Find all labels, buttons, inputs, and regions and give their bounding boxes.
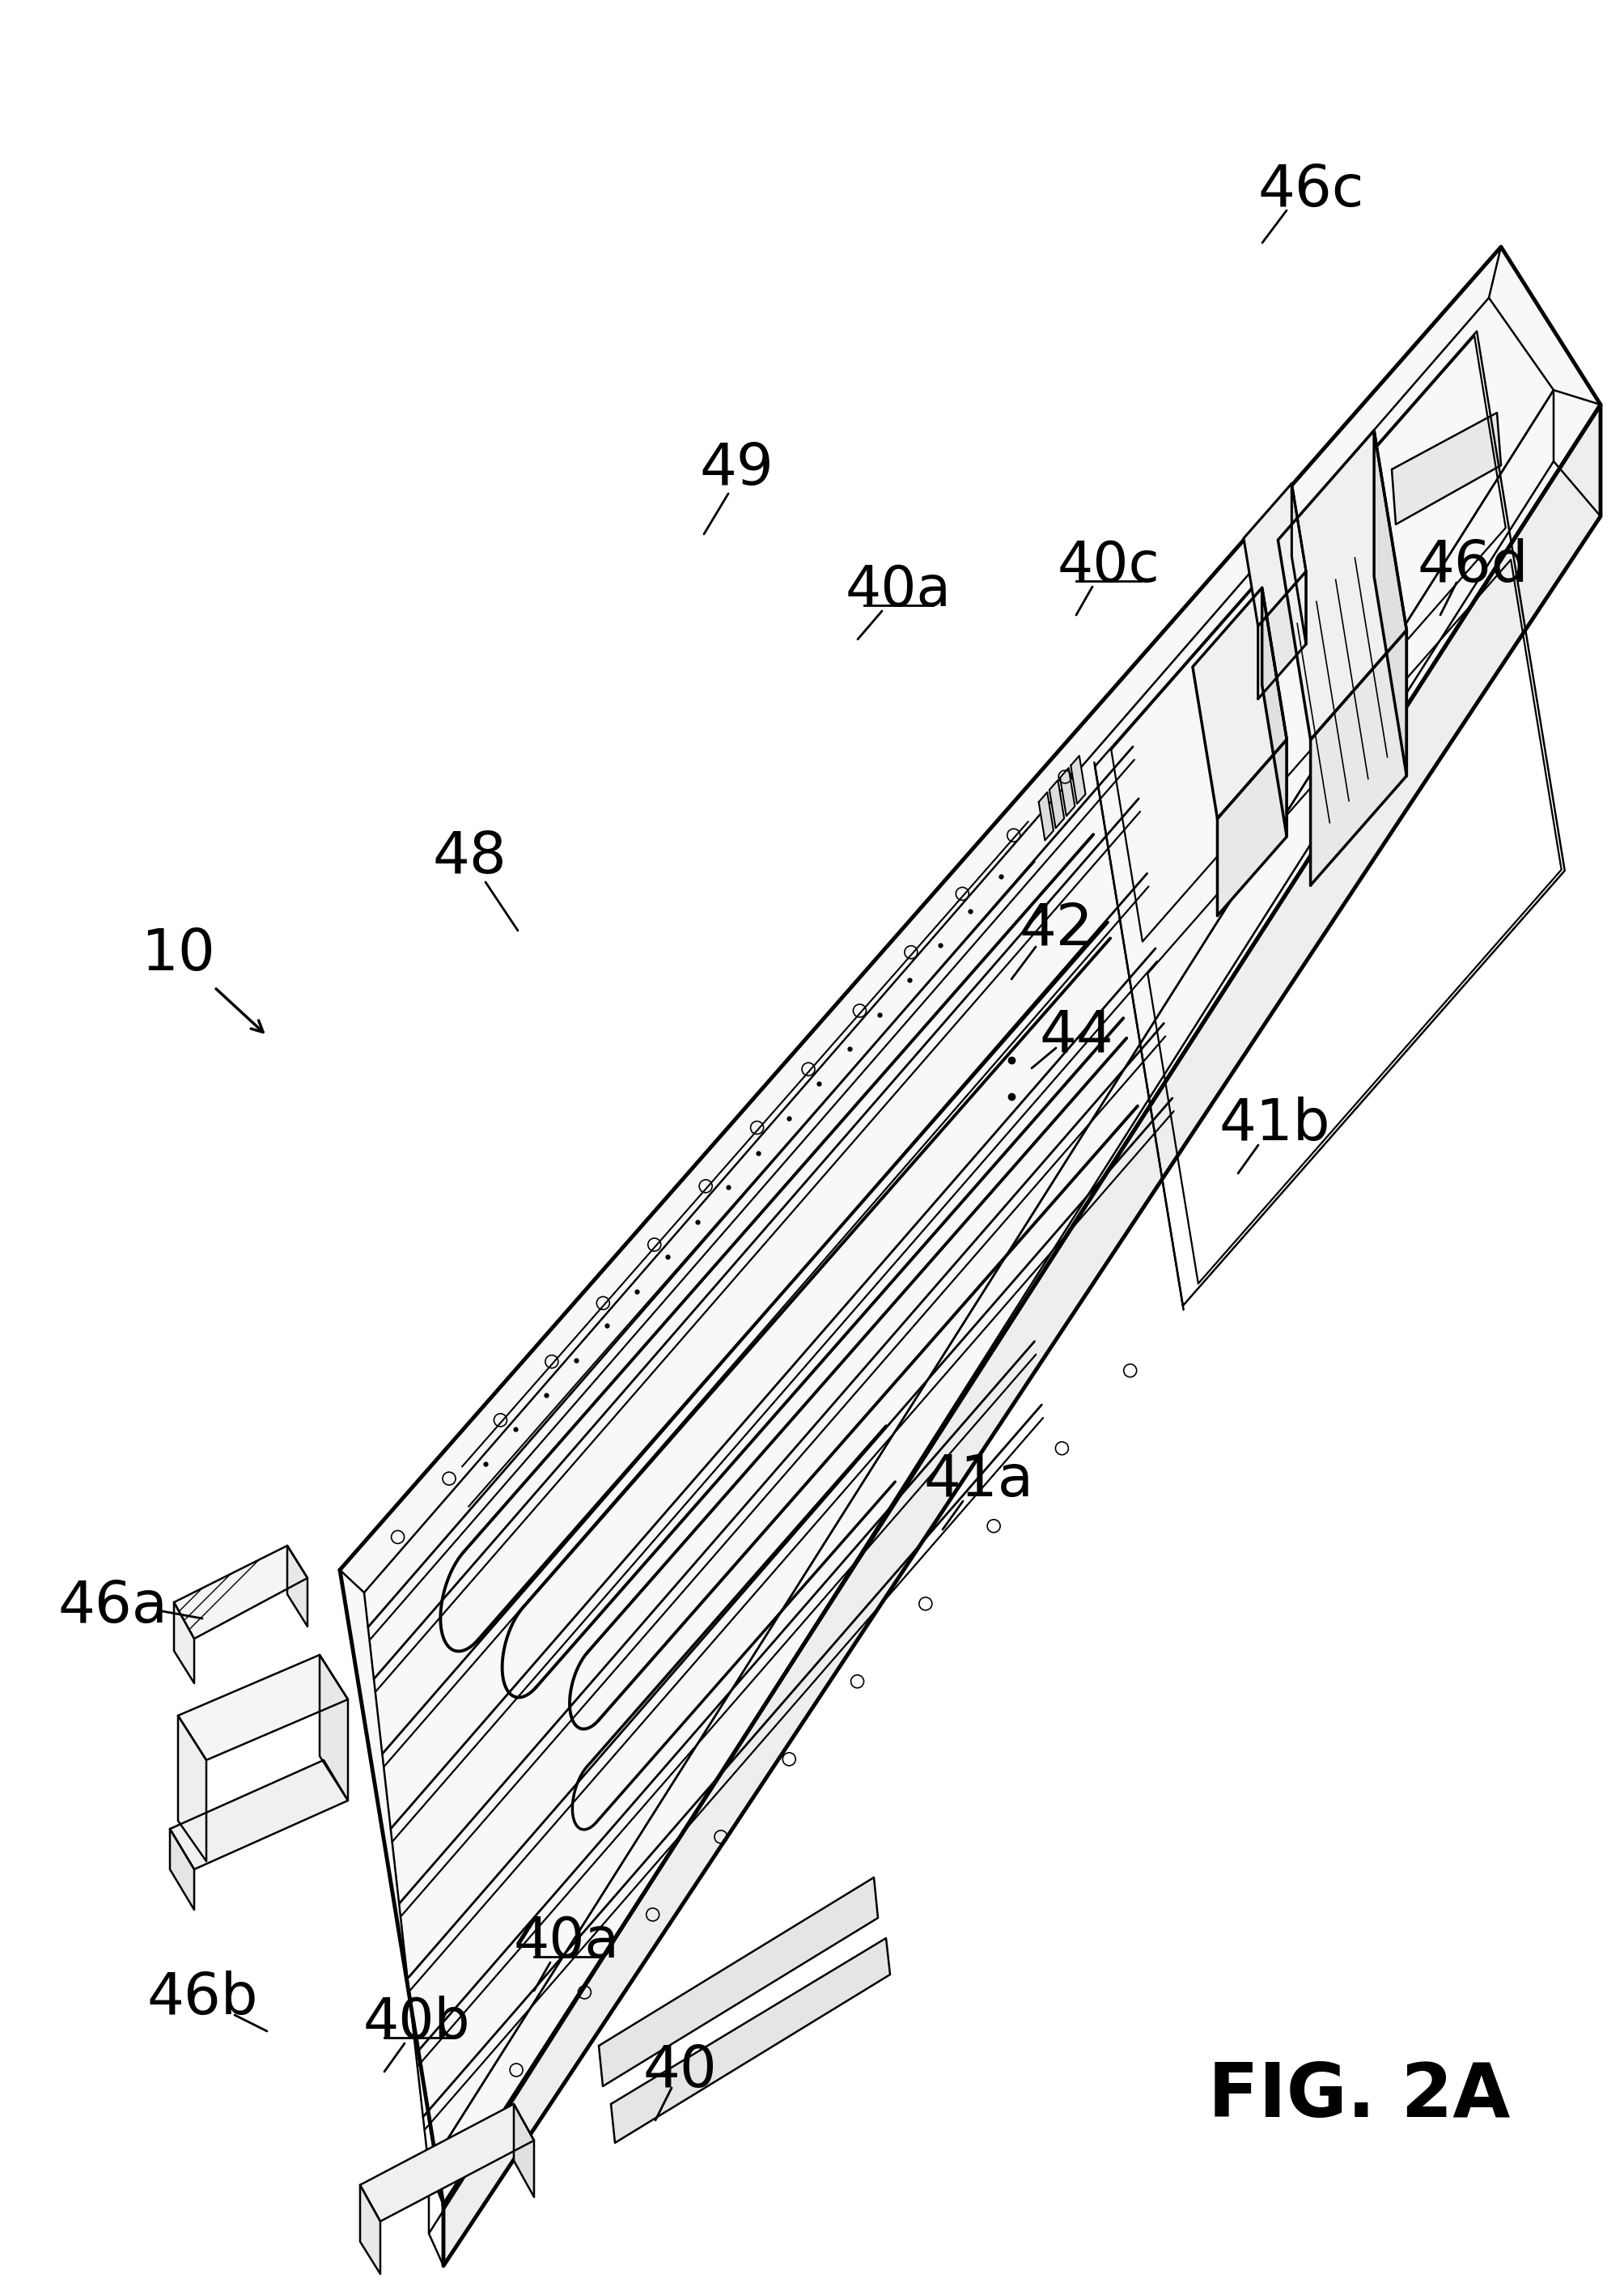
Text: 48: 48 [432, 831, 507, 886]
Text: 40a: 40a [513, 1914, 619, 1969]
Polygon shape [1374, 431, 1406, 776]
Text: 41a: 41a [924, 1453, 1033, 1508]
Text: FIG. 2A: FIG. 2A [1208, 2059, 1510, 2132]
Polygon shape [179, 1655, 348, 1760]
Polygon shape [174, 1602, 195, 1682]
Polygon shape [513, 2105, 534, 2196]
Polygon shape [1311, 631, 1406, 886]
Text: 42: 42 [1018, 902, 1093, 957]
Polygon shape [599, 1877, 877, 2086]
Text: 49: 49 [698, 441, 773, 498]
Polygon shape [1049, 780, 1064, 828]
Polygon shape [1059, 769, 1075, 817]
Polygon shape [171, 1760, 348, 1870]
Polygon shape [1291, 484, 1306, 645]
Polygon shape [1216, 739, 1286, 916]
Polygon shape [611, 1937, 890, 2144]
Polygon shape [339, 248, 1600, 2205]
Text: 41b: 41b [1218, 1097, 1330, 1152]
Polygon shape [1392, 413, 1501, 523]
Polygon shape [1278, 431, 1406, 739]
Text: 46c: 46c [1257, 163, 1364, 218]
Text: 40b: 40b [362, 1997, 469, 2049]
Text: 46b: 46b [146, 1971, 258, 2026]
Polygon shape [174, 1545, 307, 1639]
Text: 40c: 40c [1057, 539, 1160, 594]
Polygon shape [1192, 588, 1286, 819]
Text: 40a: 40a [844, 565, 950, 617]
Text: 10: 10 [141, 927, 214, 982]
Polygon shape [361, 2185, 380, 2274]
Polygon shape [1242, 484, 1306, 627]
Polygon shape [1038, 792, 1052, 840]
Text: 44: 44 [1039, 1008, 1112, 1065]
Polygon shape [320, 1655, 348, 1802]
Polygon shape [179, 1717, 206, 1861]
Polygon shape [1070, 755, 1085, 803]
Polygon shape [287, 1545, 307, 1627]
Text: 46d: 46d [1416, 539, 1528, 594]
Text: 46a: 46a [58, 1579, 169, 1634]
Polygon shape [1262, 588, 1286, 838]
Polygon shape [361, 2105, 534, 2222]
Text: 40: 40 [641, 2045, 716, 2100]
Polygon shape [1257, 571, 1306, 700]
Polygon shape [171, 1829, 195, 1909]
Polygon shape [443, 404, 1600, 2265]
